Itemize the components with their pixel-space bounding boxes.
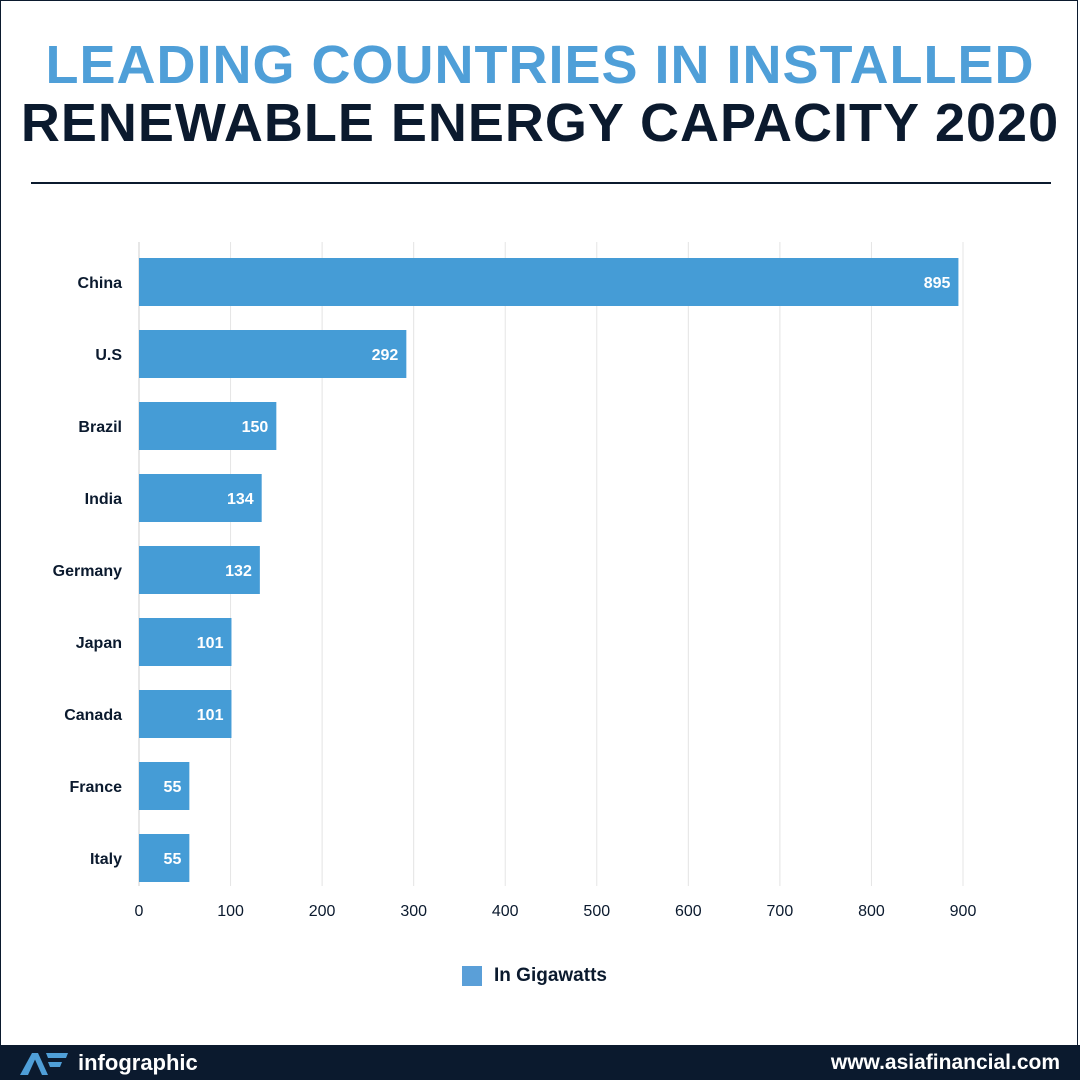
data-label: 101 — [197, 635, 224, 652]
bar-chart: 0 100 200 300 400 500 600 700 800 900 China 895 U.S 2… — [53, 242, 977, 920]
category-label: Japan — [76, 635, 122, 652]
x-tick-label: 500 — [583, 903, 610, 920]
x-tick-label: 700 — [767, 903, 794, 920]
title-divider — [31, 182, 1051, 184]
category-label: Brazil — [78, 419, 122, 436]
bar — [139, 546, 260, 594]
bar — [139, 402, 277, 450]
x-tick-label: 0 — [135, 903, 144, 920]
footer-brand: infographic — [78, 1050, 198, 1075]
bar — [139, 690, 232, 738]
x-tick-label: 800 — [858, 903, 885, 920]
bar — [139, 834, 190, 882]
category-label: France — [70, 779, 123, 796]
bar — [139, 618, 232, 666]
data-label: 132 — [225, 563, 252, 580]
category-label: U.S — [95, 347, 122, 364]
bar — [139, 330, 407, 378]
chart-title-line-2: RENEWABLE ENERGY CAPACITY 2020 — [20, 93, 1060, 153]
chart-title-line-1: LEADING COUNTRIES IN INSTALLED — [45, 35, 1035, 95]
footer-bar: infographic www.asiafinancial.com — [0, 1045, 1080, 1080]
x-tick-label: 100 — [217, 903, 244, 920]
data-label: 292 — [372, 347, 399, 364]
data-label: 134 — [227, 491, 254, 508]
bar — [139, 762, 190, 810]
legend-label: In Gigawatts — [494, 965, 607, 986]
legend-swatch — [462, 966, 482, 986]
category-label: India — [85, 491, 122, 508]
x-tick-label: 400 — [492, 903, 519, 920]
x-tick-label: 900 — [950, 903, 977, 920]
category-label: China — [78, 275, 123, 292]
x-tick-label: 600 — [675, 903, 702, 920]
bar — [139, 474, 262, 522]
category-label: Italy — [90, 851, 122, 868]
bar — [139, 258, 959, 306]
category-label: Germany — [53, 563, 122, 580]
x-tick-label: 300 — [400, 903, 427, 920]
footer-url: www.asiafinancial.com — [830, 1051, 1060, 1074]
data-label: 55 — [164, 779, 182, 796]
data-label: 55 — [164, 851, 182, 868]
data-label: 150 — [242, 419, 269, 436]
category-label: Canada — [64, 707, 122, 724]
x-tick-label: 200 — [309, 903, 336, 920]
data-label: 895 — [924, 275, 951, 292]
data-label: 101 — [197, 707, 224, 724]
af-logo-icon — [20, 1053, 68, 1075]
chart-legend: In Gigawatts — [462, 964, 607, 988]
